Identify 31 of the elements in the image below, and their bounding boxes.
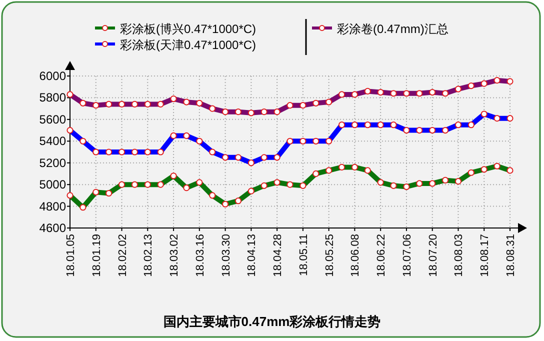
y-tick-label: 5200: [39, 156, 66, 170]
x-tick-label: 18.08.17: [479, 234, 492, 277]
y-tick-label: 6000: [39, 69, 66, 83]
x-tick-label: 18.08.03: [453, 234, 466, 277]
y-tick-label: 5400: [39, 134, 66, 148]
x-tick-label: 18.02.13: [142, 234, 155, 277]
legend-label: 彩涂板(博兴0.47*1000*C): [120, 22, 256, 36]
legend-label: 彩涂板(天津0.47*1000*C): [120, 38, 256, 52]
x-tick-label: 18.06.08: [350, 234, 362, 277]
y-tick-label: 4800: [39, 199, 66, 214]
x-tick-label: 18.03.02: [168, 234, 181, 277]
x-tick-label: 18.04.28: [272, 234, 284, 277]
x-tick-label: 18.02.02: [116, 234, 129, 277]
x-tick-label: 18.07.20: [427, 234, 440, 277]
y-tick-label: 4600: [39, 221, 66, 235]
x-tick-label: 18.06.22: [376, 234, 388, 277]
plot: 4600 4800 5000 5200 5400 5600 5800 6000 18.01.05 18.01.19 18.02.02 18.02.13 18.03.02 18.03.16 18.03.30 18.04.13 18.04.28 18.05.11 18.05.25 18.06.08 18.06.22 18.07.06 18.07.20 18.08.03 18.08.17 18.08.31: [39, 61, 527, 277]
legend-label: 彩涂卷(0.47mm)汇总: [337, 22, 448, 36]
x-tick-label: 18.05.25: [324, 234, 336, 277]
y-tick-label: 5800: [39, 90, 66, 105]
x-tick-label: 18.05.11: [298, 234, 310, 276]
text: 国内主要城市0.47mm彩涂板行情走势: [163, 314, 381, 329]
y-tick-label: 5600: [39, 112, 66, 126]
y-tick-label: 5000: [39, 178, 66, 192]
x-tick-label: 18.07.06: [401, 234, 414, 277]
x-tick-label: 18.03.30: [220, 234, 232, 277]
x-tick-label: 18.04.13: [246, 234, 258, 277]
x-tick-label: 18.08.31: [505, 234, 517, 277]
x-tick-label: 18.01.19: [90, 234, 103, 277]
x-tick-label: 18.03.16: [194, 234, 206, 277]
x-tick-label: 18.01.05: [65, 234, 77, 277]
